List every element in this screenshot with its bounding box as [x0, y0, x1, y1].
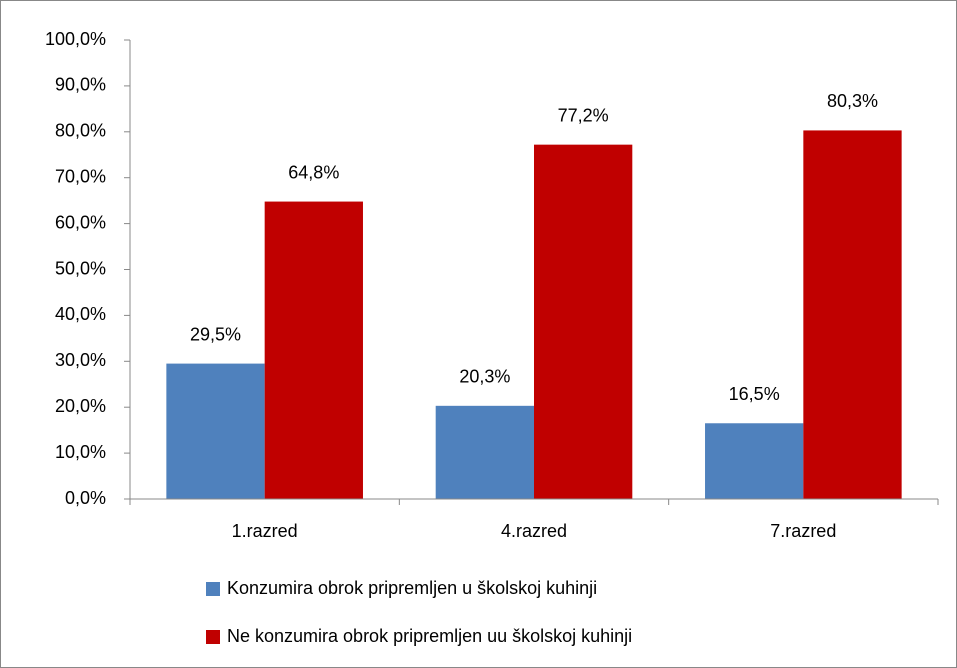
bar	[166, 363, 265, 499]
y-tick-label: 20,0%	[55, 396, 106, 416]
y-tick-label: 10,0%	[55, 442, 106, 462]
y-tick-label: 40,0%	[55, 304, 106, 324]
data-label: 77,2%	[558, 105, 609, 125]
legend-label: Ne konzumira obrok pripremljen uu školsk…	[227, 626, 632, 646]
y-tick-label: 80,0%	[55, 121, 106, 141]
legend-label: Konzumira obrok pripremljen u školskoj k…	[227, 578, 597, 598]
bar	[534, 144, 633, 500]
y-tick-label: 70,0%	[55, 166, 106, 186]
legend-swatch	[206, 582, 220, 596]
bar	[435, 405, 534, 499]
x-tick-label: 7.razred	[770, 521, 836, 541]
y-tick-label: 60,0%	[55, 212, 106, 232]
data-label: 16,5%	[729, 384, 780, 404]
y-tick-label: 90,0%	[55, 75, 106, 95]
y-tick-label: 100,0%	[45, 29, 106, 49]
bar	[803, 130, 902, 499]
data-label: 80,3%	[827, 91, 878, 111]
legend-swatch	[206, 630, 220, 644]
data-label: 20,3%	[459, 367, 510, 387]
x-tick-label: 1.razred	[232, 521, 298, 541]
y-tick-label: 50,0%	[55, 258, 106, 278]
y-tick-label: 0,0%	[65, 488, 106, 508]
bar	[264, 201, 363, 499]
y-tick-label: 30,0%	[55, 350, 106, 370]
data-label: 29,5%	[190, 324, 241, 344]
bar	[705, 423, 804, 499]
x-tick-label: 4.razred	[501, 521, 567, 541]
data-label: 64,8%	[288, 162, 339, 182]
